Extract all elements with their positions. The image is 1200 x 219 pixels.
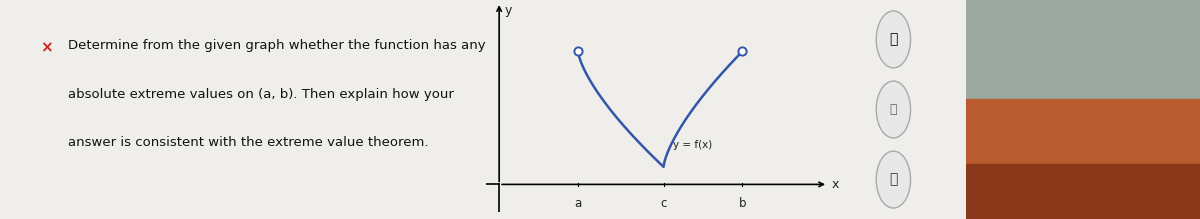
Text: b: b [739,197,746,210]
Text: ×: × [40,41,53,56]
Text: c: c [660,197,667,210]
Text: 🔍: 🔍 [889,103,898,116]
Text: 🔍: 🔍 [889,32,898,46]
Bar [966,164,1200,219]
Circle shape [876,81,911,138]
Text: answer is consistent with the extreme value theorem.: answer is consistent with the extreme va… [67,136,428,149]
Point [733,49,752,53]
Text: a: a [575,197,582,210]
Text: ⧉: ⧉ [889,173,898,187]
Text: absolute extreme values on (a, b). Then explain how your: absolute extreme values on (a, b). Then … [67,88,454,101]
Circle shape [876,151,911,208]
Circle shape [876,11,911,68]
Text: x: x [832,178,839,191]
Text: y = f(x): y = f(x) [673,140,713,150]
Text: Determine from the given graph whether the function has any: Determine from the given graph whether t… [67,39,486,52]
Bar [966,0,1200,99]
Text: y: y [504,4,511,17]
Point [569,49,588,53]
Bar [966,99,1200,164]
